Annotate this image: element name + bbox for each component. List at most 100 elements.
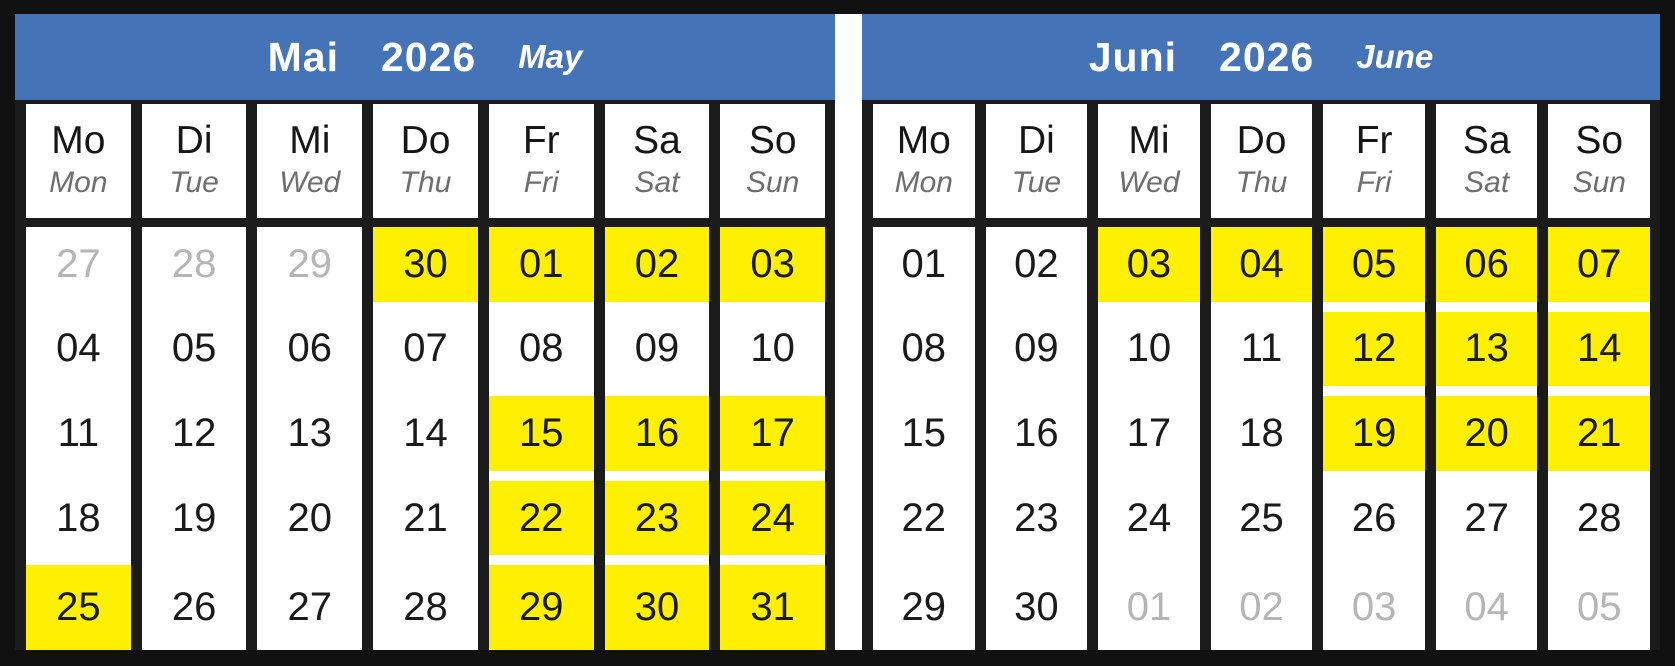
day-cell[interactable]: 13 [257,396,362,481]
day-cell[interactable]: 05 [1323,227,1425,312]
day-cell[interactable]: 04 [26,312,131,397]
day-cell[interactable]: 29 [488,565,594,650]
weekday-column: 04 11 18 25 02 [1210,227,1313,650]
day-cell[interactable]: 01 [1098,565,1200,650]
day-cell[interactable]: 30 [986,565,1088,650]
day-cell[interactable]: 18 [26,481,131,566]
weekday-column: 01 08 15 22 29 [873,227,975,650]
day-cell[interactable]: 20 [1435,396,1538,481]
day-number: 09 [634,326,680,371]
day-cell[interactable]: 31 [720,565,826,650]
day-number: 13 [1435,311,1538,387]
day-cell[interactable]: 27 [26,227,131,312]
day-cell[interactable]: 01 [488,227,594,312]
day-cell[interactable]: 20 [257,481,362,566]
month-name-en: May [518,38,583,75]
day-cell[interactable]: 27 [1436,481,1538,566]
day-cell[interactable]: 12 [142,396,247,481]
day-cell[interactable]: 09 [605,312,710,397]
day-cell[interactable]: 08 [489,312,594,397]
weekday-en: Sat [1464,166,1510,199]
day-number: 18 [1239,410,1284,455]
day-cell[interactable]: 07 [1548,227,1651,312]
day-cell[interactable]: 02 [604,227,710,312]
day-cell[interactable]: 28 [373,565,478,650]
day-cell[interactable]: 26 [142,565,247,650]
day-cell[interactable]: 17 [1098,396,1200,481]
day-cell[interactable]: 14 [373,396,478,481]
day-cell[interactable]: 03 [1323,565,1425,650]
day-cell[interactable]: 22 [873,481,975,566]
day-cell[interactable]: 16 [986,396,1088,481]
day-number: 02 [1239,585,1284,630]
day-cell[interactable]: 21 [373,481,478,566]
day-cell[interactable]: 25 [26,565,131,650]
day-cell[interactable]: 14 [1548,311,1651,397]
weekday-column: 02 09 16 23 30 [985,227,1088,650]
day-number: 05 [1577,585,1622,630]
day-cell[interactable]: 12 [1323,311,1425,397]
day-cell[interactable]: 29 [257,227,362,312]
weekday-de: So [1575,119,1624,162]
day-number: 22 [488,480,594,556]
day-cell[interactable]: 23 [604,480,710,566]
day-cell[interactable]: 05 [142,312,247,397]
day-cell[interactable]: 15 [873,396,975,481]
day-cell[interactable]: 07 [373,312,478,397]
day-cell[interactable]: 25 [1211,481,1313,566]
day-cell[interactable]: 24 [720,480,826,566]
day-cell[interactable]: 26 [1323,481,1425,566]
day-number: 01 [901,241,947,286]
day-cell[interactable]: 30 [373,227,478,312]
month-year: 2026 [380,33,477,80]
day-cell[interactable]: 05 [1548,565,1650,650]
day-cell[interactable]: 15 [488,396,594,481]
day-cell[interactable]: 09 [986,312,1088,397]
day-cell[interactable]: 11 [1211,312,1313,397]
day-cell[interactable]: 17 [720,396,826,481]
day-cell[interactable]: 06 [257,312,362,397]
month-year: 2026 [1219,33,1315,80]
day-cell[interactable]: 24 [1098,481,1200,566]
weekday-en: Wed [1118,166,1180,199]
day-cell[interactable]: 03 [1098,227,1200,312]
day-cell[interactable]: 02 [986,227,1088,312]
day-cell[interactable]: 28 [1548,481,1650,566]
weekday-de: Sa [1462,119,1511,162]
day-cell[interactable]: 27 [257,565,362,650]
weekday-de: Sa [633,119,681,162]
day-cell[interactable]: 11 [26,396,131,481]
day-cell[interactable]: 18 [1211,396,1313,481]
month-header: Juni 2026 June [862,14,1660,100]
day-cell[interactable]: 10 [1098,312,1200,397]
weekday-en: Tue [1011,166,1062,199]
day-cell[interactable]: 01 [873,227,975,312]
day-number: 13 [287,410,333,455]
day-cell[interactable]: 29 [873,565,975,650]
day-cell[interactable]: 02 [1211,565,1313,650]
day-number: 28 [1577,495,1622,540]
day-cell[interactable]: 19 [1323,396,1425,481]
day-number: 01 [488,227,594,302]
day-cell[interactable]: 10 [720,312,825,397]
day-cell[interactable]: 03 [720,227,826,312]
weekday-en: Wed [279,166,341,199]
day-cell[interactable]: 16 [604,396,710,481]
weekday-column: 07 14 21 28 05 [1548,227,1651,650]
day-cell[interactable]: 06 [1435,227,1538,312]
day-number: 15 [901,410,947,455]
day-cell[interactable]: 19 [142,481,247,566]
weekday-header-row: Mo Mon Di Tue Mi Wed Do Thu Fr Fri Sa Sa… [15,100,835,218]
day-cell[interactable]: 08 [873,312,975,397]
weekday-en: Fri [523,166,559,199]
day-cell[interactable]: 23 [986,481,1088,566]
day-cell[interactable]: 04 [1210,227,1313,312]
day-cell[interactable]: 13 [1435,311,1538,397]
day-cell[interactable]: 04 [1436,565,1538,650]
day-cell[interactable]: 22 [488,480,594,566]
day-cell[interactable]: 30 [604,565,710,650]
day-number: 09 [1014,326,1059,371]
weekday-en: Mon [894,166,953,199]
day-cell[interactable]: 21 [1548,396,1651,481]
day-cell[interactable]: 28 [142,227,247,312]
